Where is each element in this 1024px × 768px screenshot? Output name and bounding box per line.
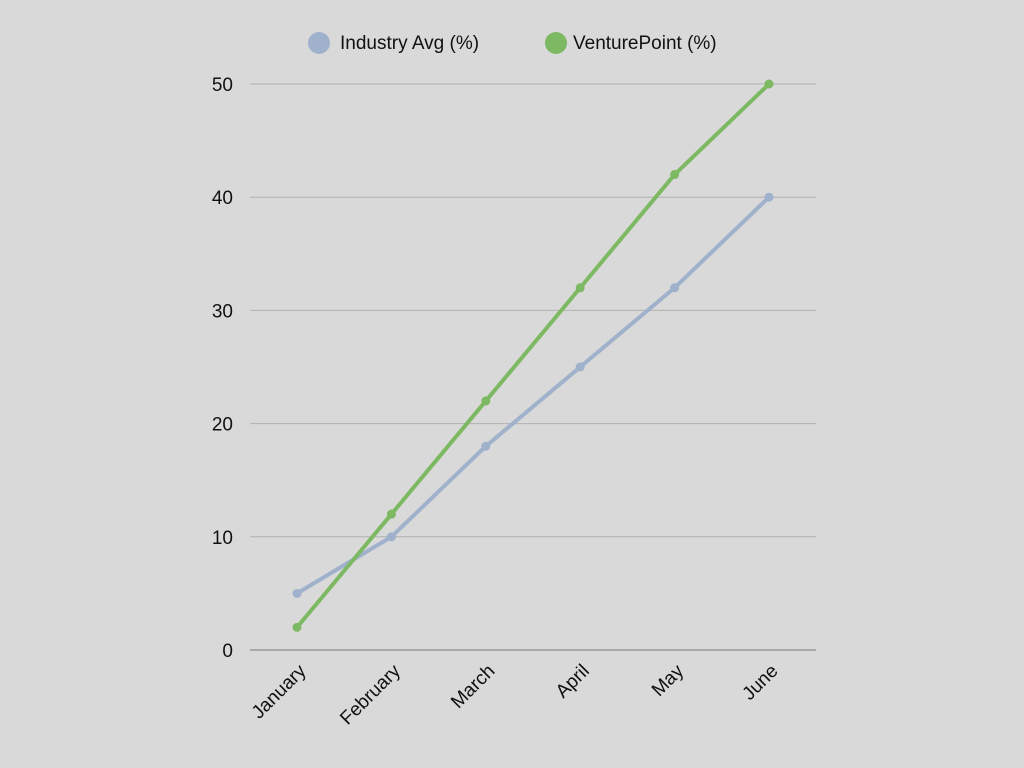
x-tick-label: May <box>648 660 689 701</box>
data-point <box>670 283 680 293</box>
data-point <box>386 509 396 519</box>
y-tick-label: 0 <box>222 641 233 662</box>
data-point <box>670 170 680 180</box>
legend-label: VenturePoint (%) <box>573 33 717 54</box>
y-tick-label: 50 <box>212 75 233 96</box>
legend-label: Industry Avg (%) <box>340 33 479 54</box>
series-lines <box>292 79 774 632</box>
data-point <box>481 396 491 406</box>
y-tick-label: 10 <box>212 528 233 549</box>
y-tick-label: 30 <box>212 301 233 322</box>
data-point <box>764 79 774 89</box>
series-line <box>295 195 771 596</box>
x-tick-label: June <box>739 661 783 705</box>
y-tick-label: 20 <box>212 415 233 436</box>
series-2 <box>292 79 774 632</box>
x-tick-label: January <box>248 660 311 723</box>
x-tick-label: March <box>447 661 499 713</box>
legend-item[interactable]: Industry Avg (%) <box>308 32 479 54</box>
gridlines <box>250 83 816 538</box>
x-tick-label: April <box>552 661 594 703</box>
legend-swatch <box>545 32 567 54</box>
data-point <box>575 362 585 372</box>
data-point <box>575 283 585 293</box>
legend-swatch <box>308 32 330 54</box>
x-tick-label: February <box>336 660 405 729</box>
legend-item[interactable]: VenturePoint (%) <box>545 32 717 54</box>
y-tick-label: 40 <box>212 188 233 209</box>
data-point <box>764 192 774 202</box>
series-line <box>295 82 771 630</box>
legend: Industry Avg (%) VenturePoint (%) <box>308 32 717 54</box>
series-1 <box>292 192 774 598</box>
data-point <box>481 441 491 451</box>
axes: 0 10 20 30 40 50 January February March April May J… <box>212 75 816 729</box>
data-point <box>386 532 396 542</box>
data-point <box>292 588 302 598</box>
data-point <box>292 622 302 632</box>
